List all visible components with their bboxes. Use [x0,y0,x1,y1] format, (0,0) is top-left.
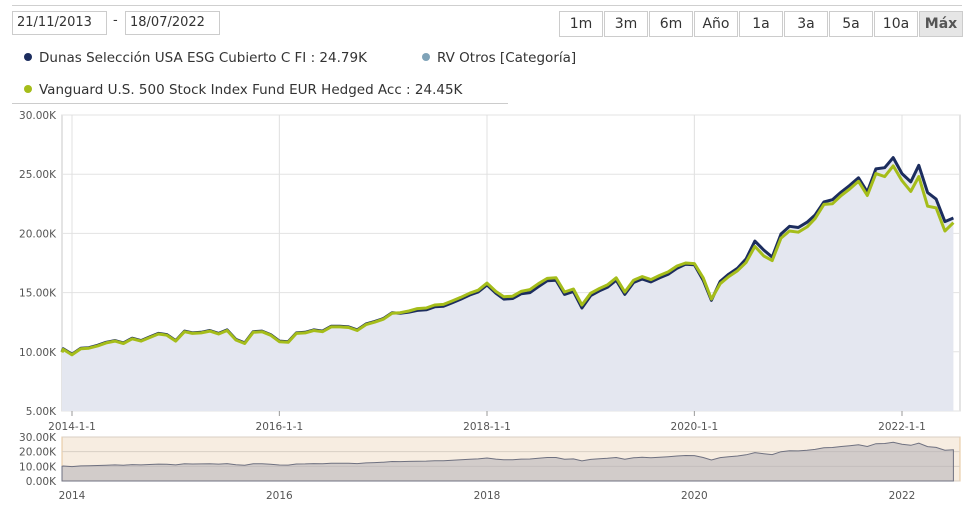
series-line-vanguard [60,164,955,357]
navigator-x-label: 2016 [266,490,293,502]
x-tick-label: 2022-1-1 [878,421,926,433]
x-tick-label: 2018-1-1 [463,421,511,433]
y-tick-label: 15.00K [19,288,57,300]
range-button-1m[interactable]: 1m [559,11,603,37]
y-tick-label: 5.00K [26,406,57,418]
legend-item-rv-otros[interactable]: RV Otros [Categoría] [422,50,576,66]
legend-marker-dunas [24,53,32,61]
navigator-series [61,441,954,482]
navigator-y-label: 30.00K [19,432,57,444]
navigator-x-label: 2018 [474,490,501,502]
x-tick-label: 2014-1-1 [48,421,96,433]
navigator-x-label: 2022 [889,490,916,502]
range-button-año[interactable]: Año [694,11,738,37]
range-button-1a[interactable]: 1a [739,11,783,37]
area-fill [62,157,954,411]
range-separator: - [113,13,118,28]
range-button-5a[interactable]: 5a [829,11,873,37]
legend-label-dunas: Dunas Selección USA ESG Cubierto C FI : … [39,50,367,66]
range-button-máx[interactable]: Máx [919,11,963,37]
y-tick-label: 25.00K [19,169,57,181]
top-divider [12,5,962,6]
x-tick-label: 2020-1-1 [671,421,719,433]
range-to-input[interactable]: 18/07/2022 [125,11,220,35]
range-button-3m[interactable]: 3m [604,11,648,37]
navigator-y-label: 20.00K [19,447,57,459]
navigator-y-label: 10.00K [19,461,57,473]
navigator-x-label: 2020 [681,490,708,502]
range-button-10a[interactable]: 10a [874,11,918,37]
legend-marker-vanguard [24,85,32,93]
y-tick-label: 20.00K [19,228,57,240]
navigator-y-label: 0.00K [26,476,57,488]
legend-divider [12,103,508,104]
legend-label-vanguard: Vanguard U.S. 500 Stock Index Fund EUR H… [39,82,463,98]
legend-item-vanguard[interactable]: Vanguard U.S. 500 Stock Index Fund EUR H… [24,82,462,98]
y-tick-label: 30.00K [19,110,57,122]
range-from-input[interactable]: 21/11/2013 [12,11,107,35]
legend-label-rv-otros: RV Otros [Categoría] [437,50,577,66]
x-tick-label: 2016-1-1 [256,421,304,433]
legend-item-dunas[interactable]: Dunas Selección USA ESG Cubierto C FI : … [24,50,367,66]
y-tick-label: 10.00K [19,347,57,359]
navigator-x-label: 2014 [59,490,86,502]
range-button-6m[interactable]: 6m [649,11,693,37]
range-button-3a[interactable]: 3a [784,11,828,37]
legend-marker-rv-otros [422,53,430,61]
